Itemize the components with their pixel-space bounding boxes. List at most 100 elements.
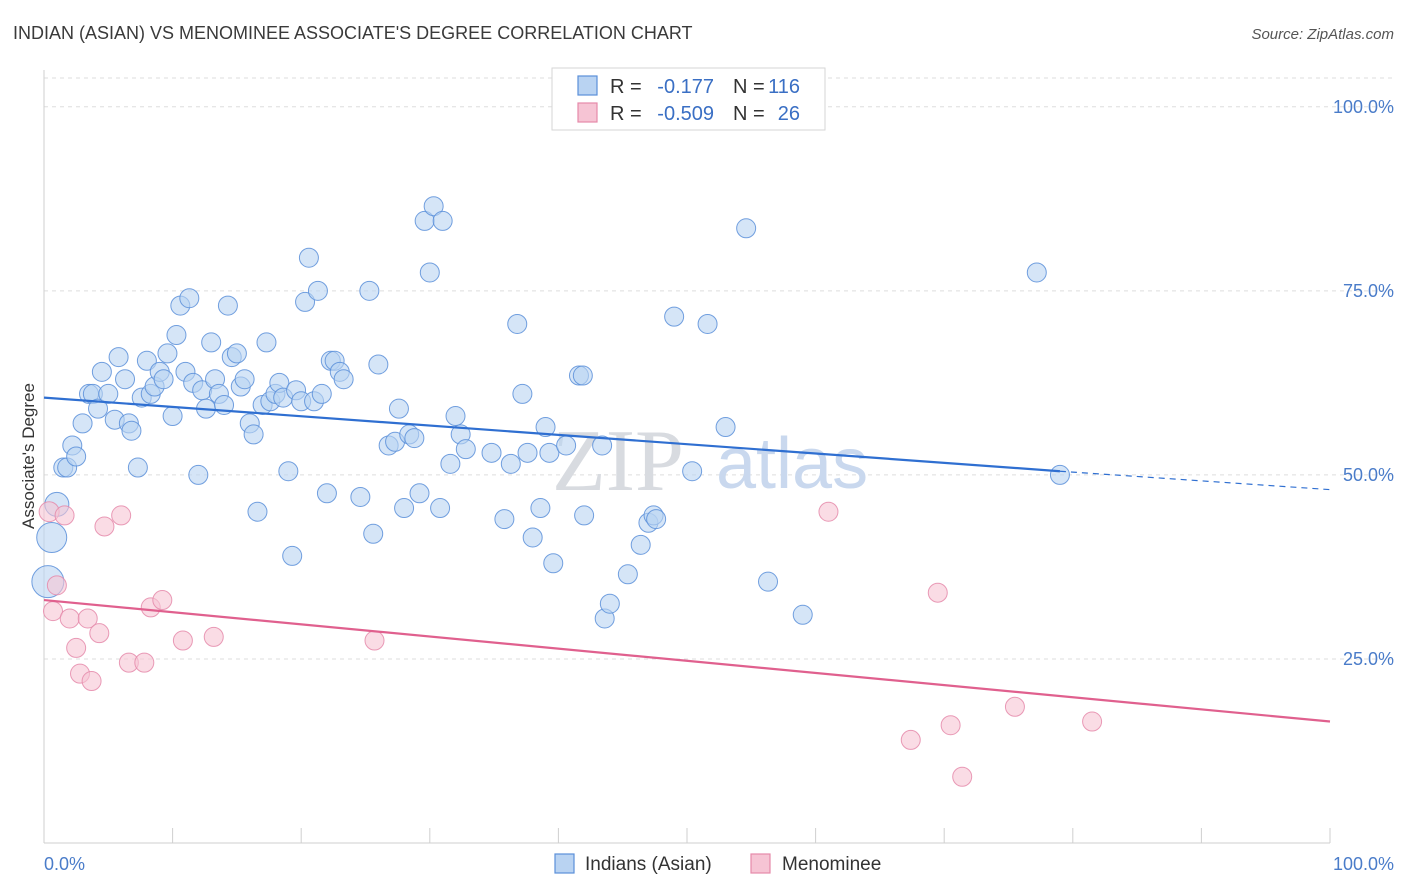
- scatter-point: [368, 354, 389, 375]
- scatter-point: [66, 637, 87, 658]
- trend-line-extension: [1059, 470, 1331, 491]
- scatter-point: [481, 442, 502, 463]
- scatter-point: [136, 350, 157, 371]
- scatter-point: [900, 729, 921, 750]
- scatter-point: [201, 332, 222, 353]
- scatter-point: [162, 406, 183, 427]
- scatter-point: [1004, 696, 1025, 717]
- scatter-point: [217, 295, 238, 316]
- scatter-point: [115, 369, 136, 390]
- scatter-point: [172, 630, 193, 651]
- scatter-point: [715, 417, 736, 438]
- scatter-point: [77, 608, 98, 629]
- bottom-legend-swatch-menominee: [750, 853, 771, 874]
- x-tick-label-min: 0.0%: [44, 854, 85, 874]
- scatter-point: [517, 442, 538, 463]
- scatter-point: [927, 582, 948, 603]
- x-axis-ticks: [43, 828, 1331, 843]
- watermark-zip: ZIP: [552, 413, 684, 510]
- scatter-point: [54, 505, 75, 526]
- chart-title: INDIAN (ASIAN) VS MENOMINEE ASSOCIATE'S …: [13, 23, 693, 43]
- scatter-point: [522, 527, 543, 548]
- scatter-point: [350, 486, 371, 507]
- scatter-point: [432, 210, 453, 231]
- scatter-point: [394, 498, 415, 519]
- scatter-point: [736, 218, 757, 239]
- scatter-point: [72, 413, 93, 434]
- scatter-point: [153, 369, 174, 390]
- legend-r-label-menominee: R =: [610, 103, 642, 125]
- scatter-point: [127, 457, 148, 478]
- watermark-atlas: atlas: [716, 424, 868, 504]
- scatter-point: [423, 196, 444, 217]
- scatter-point: [500, 453, 521, 474]
- bottom-legend-swatch-indians: [554, 853, 575, 874]
- scatter-point: [404, 428, 425, 449]
- scatter-point: [592, 435, 613, 456]
- scatter-point: [359, 280, 380, 301]
- scatter-point: [166, 325, 187, 346]
- scatter-point: [311, 383, 332, 404]
- y-axis-label: Associate's Degree: [19, 383, 38, 529]
- scatter-point: [512, 383, 533, 404]
- scatter-point: [278, 461, 299, 482]
- scatter-point: [556, 435, 577, 456]
- scatter-point: [203, 626, 224, 647]
- scatter-point: [539, 442, 560, 463]
- scatter-point: [256, 332, 277, 353]
- scatter-point: [363, 523, 384, 544]
- legend-n-value-menominee: 26: [778, 103, 800, 125]
- watermark: ZIP atlas: [552, 413, 868, 510]
- legend-n-label-indians: N =: [733, 76, 765, 98]
- legend-swatch-menominee: [577, 102, 598, 123]
- scatter-point: [430, 498, 451, 519]
- legend-n-value-indians: 116: [768, 76, 800, 98]
- scatter-point: [295, 291, 316, 312]
- scatter-point: [445, 406, 466, 427]
- scatter-point: [121, 420, 142, 441]
- scatter-point: [543, 553, 564, 574]
- scatter-point: [234, 369, 255, 390]
- scatter-point: [111, 505, 132, 526]
- scatter-point: [316, 483, 337, 504]
- legend-swatch-indians: [577, 75, 598, 96]
- y-tick-label: 100.0%: [1333, 97, 1394, 117]
- scatter-point: [940, 715, 961, 736]
- scatter-point: [409, 483, 430, 504]
- scatter-point: [108, 347, 129, 368]
- scatter-point: [91, 361, 112, 382]
- scatter-point: [81, 671, 102, 692]
- scatter-point: [388, 398, 409, 419]
- scatter-point: [89, 623, 110, 644]
- scatter-point: [646, 509, 667, 530]
- trend-line: [43, 598, 1331, 723]
- scatter-point: [440, 453, 461, 474]
- scatter-point: [66, 446, 87, 467]
- series-indians-asian-points: [31, 196, 1070, 629]
- trend-lines: [43, 396, 1331, 723]
- scatter-point: [419, 262, 440, 283]
- scatter-point: [682, 461, 703, 482]
- scatter-point: [179, 288, 200, 309]
- scatter-point: [1049, 464, 1070, 485]
- scatter-point: [188, 464, 209, 485]
- y-tick-labels: 25.0% 50.0% 75.0% 100.0%: [1333, 97, 1394, 669]
- scatter-point: [98, 383, 119, 404]
- scatter-point: [530, 498, 551, 519]
- scatter-point: [952, 766, 973, 787]
- legend-r-value-menominee: -0.509: [657, 103, 714, 125]
- scatter-point: [1082, 711, 1103, 732]
- x-tick-label-max: 100.0%: [1333, 854, 1394, 874]
- scatter-point: [59, 608, 80, 629]
- scatter-point: [494, 509, 515, 530]
- scatter-point: [94, 516, 115, 537]
- chart-source: Source: ZipAtlas.com: [1251, 26, 1394, 43]
- scatter-point: [307, 280, 328, 301]
- scatter-point: [697, 313, 718, 334]
- scatter-point: [630, 534, 651, 555]
- scatter-point: [88, 398, 109, 419]
- scatter-point: [282, 545, 303, 566]
- legend-n-label-menominee: N =: [733, 103, 765, 125]
- stats-legend: R = -0.177 N = 116 R = -0.509 N = 26: [551, 67, 826, 131]
